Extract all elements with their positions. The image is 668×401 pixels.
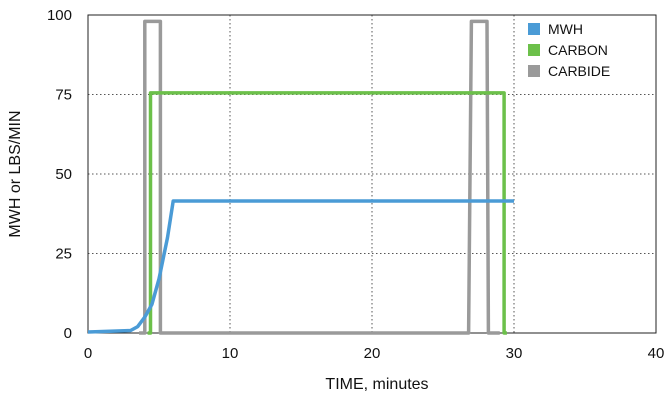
legend-label-carbon: CARBON <box>548 42 608 58</box>
y-tick-label: 75 <box>55 87 72 104</box>
series-layer <box>87 19 514 335</box>
x-tick-label: 30 <box>506 345 523 362</box>
legend-label-mwh: MWH <box>548 21 583 37</box>
x-axis-label: TIME, minutes <box>325 376 428 393</box>
x-tick-label: 20 <box>364 345 381 362</box>
series-line-carbide <box>139 19 500 335</box>
y-tick-label: 50 <box>55 166 72 183</box>
x-tick-label: 40 <box>648 345 665 362</box>
legend: MWH CARBON CARBIDE <box>528 21 610 79</box>
y-tick-label: 100 <box>47 7 72 24</box>
y-tick-label: 0 <box>64 325 72 342</box>
legend-swatch-mwh <box>528 23 540 35</box>
y-tick-label: 25 <box>55 246 72 263</box>
x-tick-label: 0 <box>84 345 92 362</box>
legend-label-carbide: CARBIDE <box>548 63 610 79</box>
legend-swatch-carbide <box>528 65 540 77</box>
series-line-mwh <box>87 199 514 334</box>
tick-labels: 0 10 20 30 40 0 25 50 75 100 <box>47 7 664 362</box>
y-axis-label: MWH or LBS/MIN <box>7 110 24 237</box>
series-line-carbon <box>147 91 507 335</box>
legend-swatch-carbon <box>528 44 540 56</box>
x-tick-label: 10 <box>222 345 239 362</box>
